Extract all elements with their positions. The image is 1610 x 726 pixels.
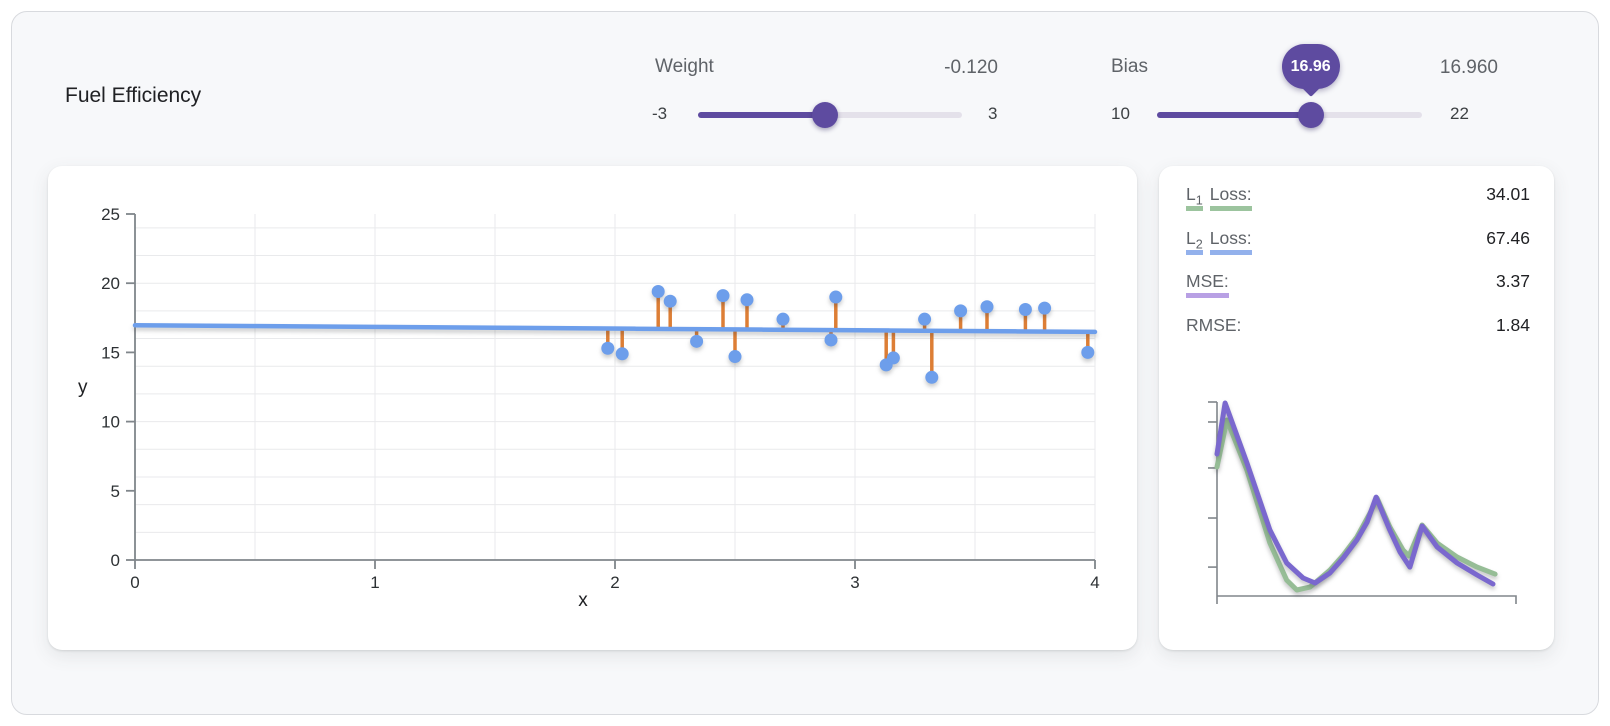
l1-loss-label: L1 Loss: (1186, 184, 1252, 211)
svg-text:y: y (78, 377, 88, 398)
loss-metrics-list: L1 Loss: 34.01 L2 Loss: 67.46 MSE: 3.37 RMSE: 1.8… (1186, 184, 1530, 358)
svg-text:20: 20 (101, 274, 120, 293)
svg-text:5: 5 (111, 482, 120, 501)
scatter-plot: 0 5 10 15 20 25 0 1 2 3 4 y x (78, 205, 1100, 611)
bias-slider-thumb[interactable] (1297, 102, 1324, 128)
svg-text:3: 3 (850, 573, 859, 592)
weight-max-label: 3 (988, 104, 998, 123)
weight-slider-thumb[interactable] (811, 102, 838, 128)
l1-loss-value: 34.01 (1486, 184, 1530, 204)
weight-min-label: -3 (652, 104, 668, 123)
mse-value: 3.37 (1495, 271, 1530, 291)
bias-value: 16.960 (1439, 57, 1498, 78)
svg-text:15: 15 (101, 343, 120, 362)
bias-slider-fill (1157, 112, 1311, 118)
svg-text:1: 1 (370, 573, 379, 592)
loss-panel: L1 Loss: 34.01 L2 Loss: 67.46 MSE: 3.37 RMSE: 1.8… (1159, 166, 1554, 650)
metric-row-mse: MSE: 3.37 (1186, 271, 1530, 315)
rmse-value: 1.84 (1495, 314, 1530, 335)
svg-text:0: 0 (111, 551, 120, 570)
rmse-label: RMSE: (1186, 314, 1242, 335)
metric-row-l1-loss: L1 Loss: 34.01 (1186, 184, 1530, 228)
mse-label: MSE: (1186, 271, 1229, 298)
svg-text:x: x (578, 590, 588, 611)
weight-value: -0.120 (944, 57, 998, 78)
bias-max-label: 22 (1450, 104, 1469, 123)
bias-label: Bias (1111, 56, 1148, 77)
svg-text:0: 0 (130, 573, 139, 592)
bias-slider-track[interactable] (1157, 102, 1422, 128)
weight-slider-fill (698, 112, 825, 118)
bias-value-bubble: 16.96 (1281, 44, 1340, 89)
metric-row-l2-loss: L2 Loss: 67.46 (1186, 227, 1530, 272)
svg-text:10: 10 (101, 413, 120, 432)
loss-history-chart (1208, 400, 1517, 604)
svg-text:2: 2 (610, 573, 619, 592)
weight-slider-track[interactable] (698, 102, 962, 128)
bias-min-label: 10 (1111, 104, 1130, 123)
svg-text:4: 4 (1090, 573, 1099, 592)
svg-text:25: 25 (101, 205, 120, 224)
l2-loss-value: 67.46 (1486, 227, 1530, 248)
l2-loss-label: L2 Loss: (1186, 227, 1252, 255)
page-title: Fuel Efficiency (65, 84, 202, 107)
scatter-chart-card: 0 5 10 15 20 25 0 1 2 3 4 y x (48, 166, 1137, 650)
weight-label: Weight (655, 56, 714, 77)
metric-row-rmse: RMSE: 1.84 (1186, 315, 1530, 359)
